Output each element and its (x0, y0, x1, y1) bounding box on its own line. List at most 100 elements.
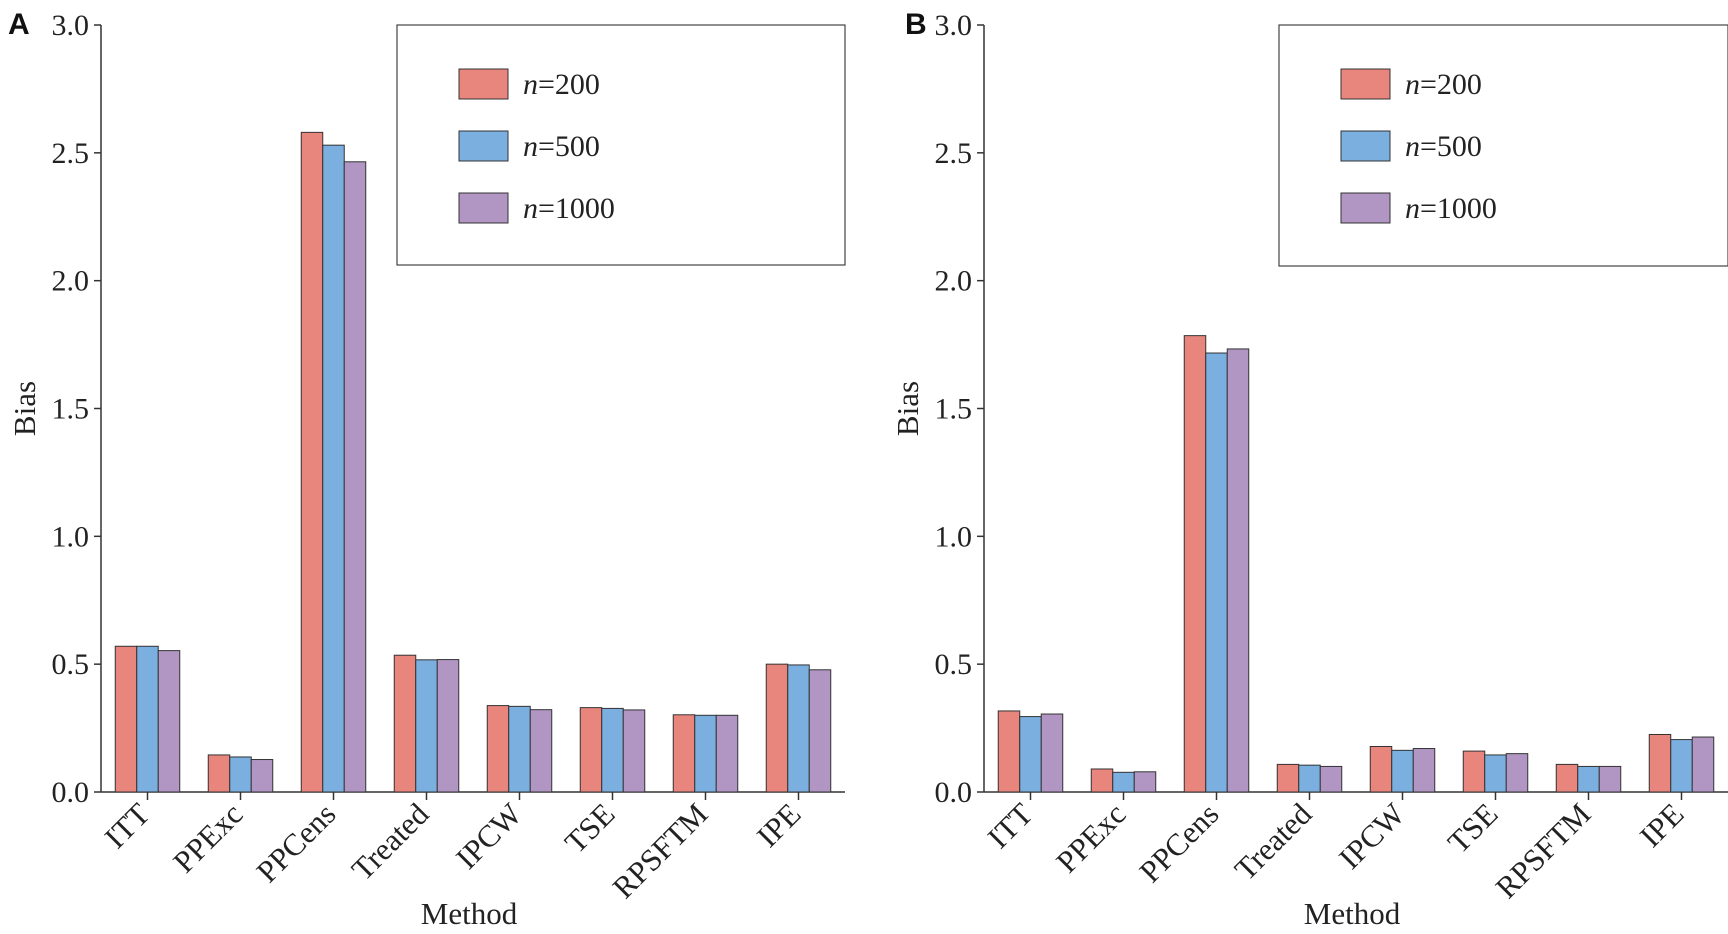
y-tick-label: 1.5 (52, 393, 90, 426)
y-tick-label: 2.5 (935, 137, 973, 170)
x-tick-label: IPCW (1332, 796, 1412, 876)
bar-tse-n200 (1462, 750, 1486, 793)
bar-itt-n200 (114, 645, 138, 793)
x-tick-label: RPSFTM (606, 796, 715, 905)
x-tick-label: PPExc (166, 796, 249, 879)
x-tick-label: Treated (345, 796, 436, 887)
bar-ipe-n500 (787, 664, 810, 793)
bar-ppcens-n1000 (1226, 348, 1250, 793)
x-tick-label: RPSFTM (1489, 796, 1598, 905)
bar-ppcens-n500 (322, 144, 345, 793)
y-tick-label: 0.0 (52, 776, 90, 809)
bar-rpsftm-n1000 (715, 714, 739, 793)
legend-swatch (1340, 130, 1391, 162)
bar-itt-n1000 (157, 650, 181, 793)
x-tick-label: PPCens (1132, 796, 1225, 889)
bar-ipcw-n500 (508, 705, 531, 793)
bar-tse-n500 (1484, 754, 1507, 793)
bar-itt-n1000 (1040, 713, 1064, 793)
bar-ipcw-n200 (1369, 745, 1393, 793)
bar-rpsftm-n200 (672, 714, 696, 793)
x-tick-label: IPCW (449, 796, 529, 876)
x-tick-label: TSE (558, 796, 622, 860)
bar-rpsftm-n500 (1577, 765, 1600, 793)
y-tick-label: 1.5 (935, 393, 973, 426)
legend: n=200 n=500 n=1000 (1278, 24, 1728, 267)
bar-rpsftm-n200 (1555, 763, 1579, 793)
legend-label: n=200 (523, 68, 600, 101)
bar-ppcens-n200 (1183, 335, 1207, 793)
legend-label: n=1000 (1405, 192, 1497, 225)
bar-ppexc-n1000 (1133, 771, 1157, 793)
x-axis-title: Method (421, 896, 518, 931)
bar-tse-n200 (579, 707, 603, 793)
bar-ipe-n1000 (808, 669, 832, 793)
bar-treated-n500 (1298, 764, 1321, 793)
y-tick-label: 3.0 (935, 9, 973, 42)
y-tick-label: 0.5 (52, 648, 90, 681)
bar-treated-n200 (1276, 763, 1300, 793)
y-axis-title: Bias (890, 381, 925, 436)
legend: n=200 n=500 n=1000 (396, 24, 846, 266)
bar-ipe-n500 (1670, 739, 1693, 793)
bar-ipe-n200 (765, 663, 789, 793)
legend-swatch (458, 192, 509, 224)
bar-ipe-n1000 (1691, 736, 1715, 793)
bar-ppcens-n200 (300, 131, 324, 793)
bar-ipe-n200 (1648, 733, 1672, 793)
x-tick-label: PPCens (249, 796, 342, 889)
bar-treated-n1000 (1319, 765, 1343, 793)
x-tick-label: IPE (750, 796, 808, 854)
bar-ppexc-n500 (229, 756, 252, 793)
chart-panel-b: B 0.0 0.5 1.0 1.5 2.0 2.5 3.0 ITT PPExc PPCens Trea… (890, 8, 1728, 931)
bar-ipcw-n1000 (529, 709, 553, 793)
y-tick-label: 0.5 (935, 648, 973, 681)
bar-ipcw-n500 (1391, 749, 1414, 793)
bar-tse-n500 (601, 707, 624, 793)
bar-itt-n500 (136, 645, 159, 793)
bar-ipcw-n200 (486, 705, 510, 793)
legend-swatch (1340, 68, 1391, 100)
x-tick-label: Treated (1228, 796, 1319, 887)
legend-label: n=200 (1405, 68, 1482, 101)
y-tick-label: 2.5 (52, 137, 90, 170)
x-tick-label: ITT (981, 796, 1040, 855)
y-tick-label: 2.0 (935, 265, 973, 298)
bar-tse-n1000 (622, 709, 646, 793)
y-tick-label: 1.0 (52, 520, 90, 553)
y-tick-label: 0.0 (935, 776, 973, 809)
chart-panel-a: A 0.0 0.5 1.0 1.5 2.0 2.5 3.0 ITT PPExc PPCens Trea… (7, 8, 846, 931)
bar-rpsftm-n1000 (1598, 765, 1622, 793)
bar-rpsftm-n500 (694, 714, 717, 793)
bar-tse-n1000 (1505, 753, 1529, 793)
x-tick-label: TSE (1441, 796, 1505, 860)
y-tick-label: 3.0 (52, 9, 90, 42)
legend-swatch (458, 68, 509, 100)
x-tick-label: IPE (1633, 796, 1691, 854)
bar-itt-n500 (1019, 716, 1042, 793)
bar-ipcw-n1000 (1412, 748, 1436, 793)
legend-label: n=1000 (523, 192, 615, 225)
x-tick-label: ITT (98, 796, 157, 855)
bar-treated-n1000 (436, 659, 460, 793)
panel-letter: B (905, 8, 927, 41)
y-tick-label: 2.0 (52, 265, 90, 298)
legend-swatch (1340, 192, 1391, 224)
bar-ppexc-n200 (1090, 768, 1114, 793)
bar-ppcens-n1000 (343, 161, 367, 793)
legend-label: n=500 (1405, 130, 1482, 163)
legend-label: n=500 (523, 130, 600, 163)
bar-ppexc-n200 (207, 754, 231, 793)
bar-ppcens-n500 (1205, 352, 1228, 793)
x-tick-label: PPExc (1049, 796, 1132, 879)
bar-treated-n200 (393, 654, 417, 793)
y-tick-label: 1.0 (935, 520, 973, 553)
panel-letter: A (8, 8, 30, 41)
bar-itt-n200 (997, 710, 1021, 793)
bar-ppexc-n1000 (250, 759, 274, 793)
y-axis-title: Bias (7, 381, 42, 436)
x-axis-title: Method (1304, 896, 1401, 931)
bar-ppexc-n500 (1112, 771, 1135, 793)
bar-treated-n500 (415, 659, 438, 793)
